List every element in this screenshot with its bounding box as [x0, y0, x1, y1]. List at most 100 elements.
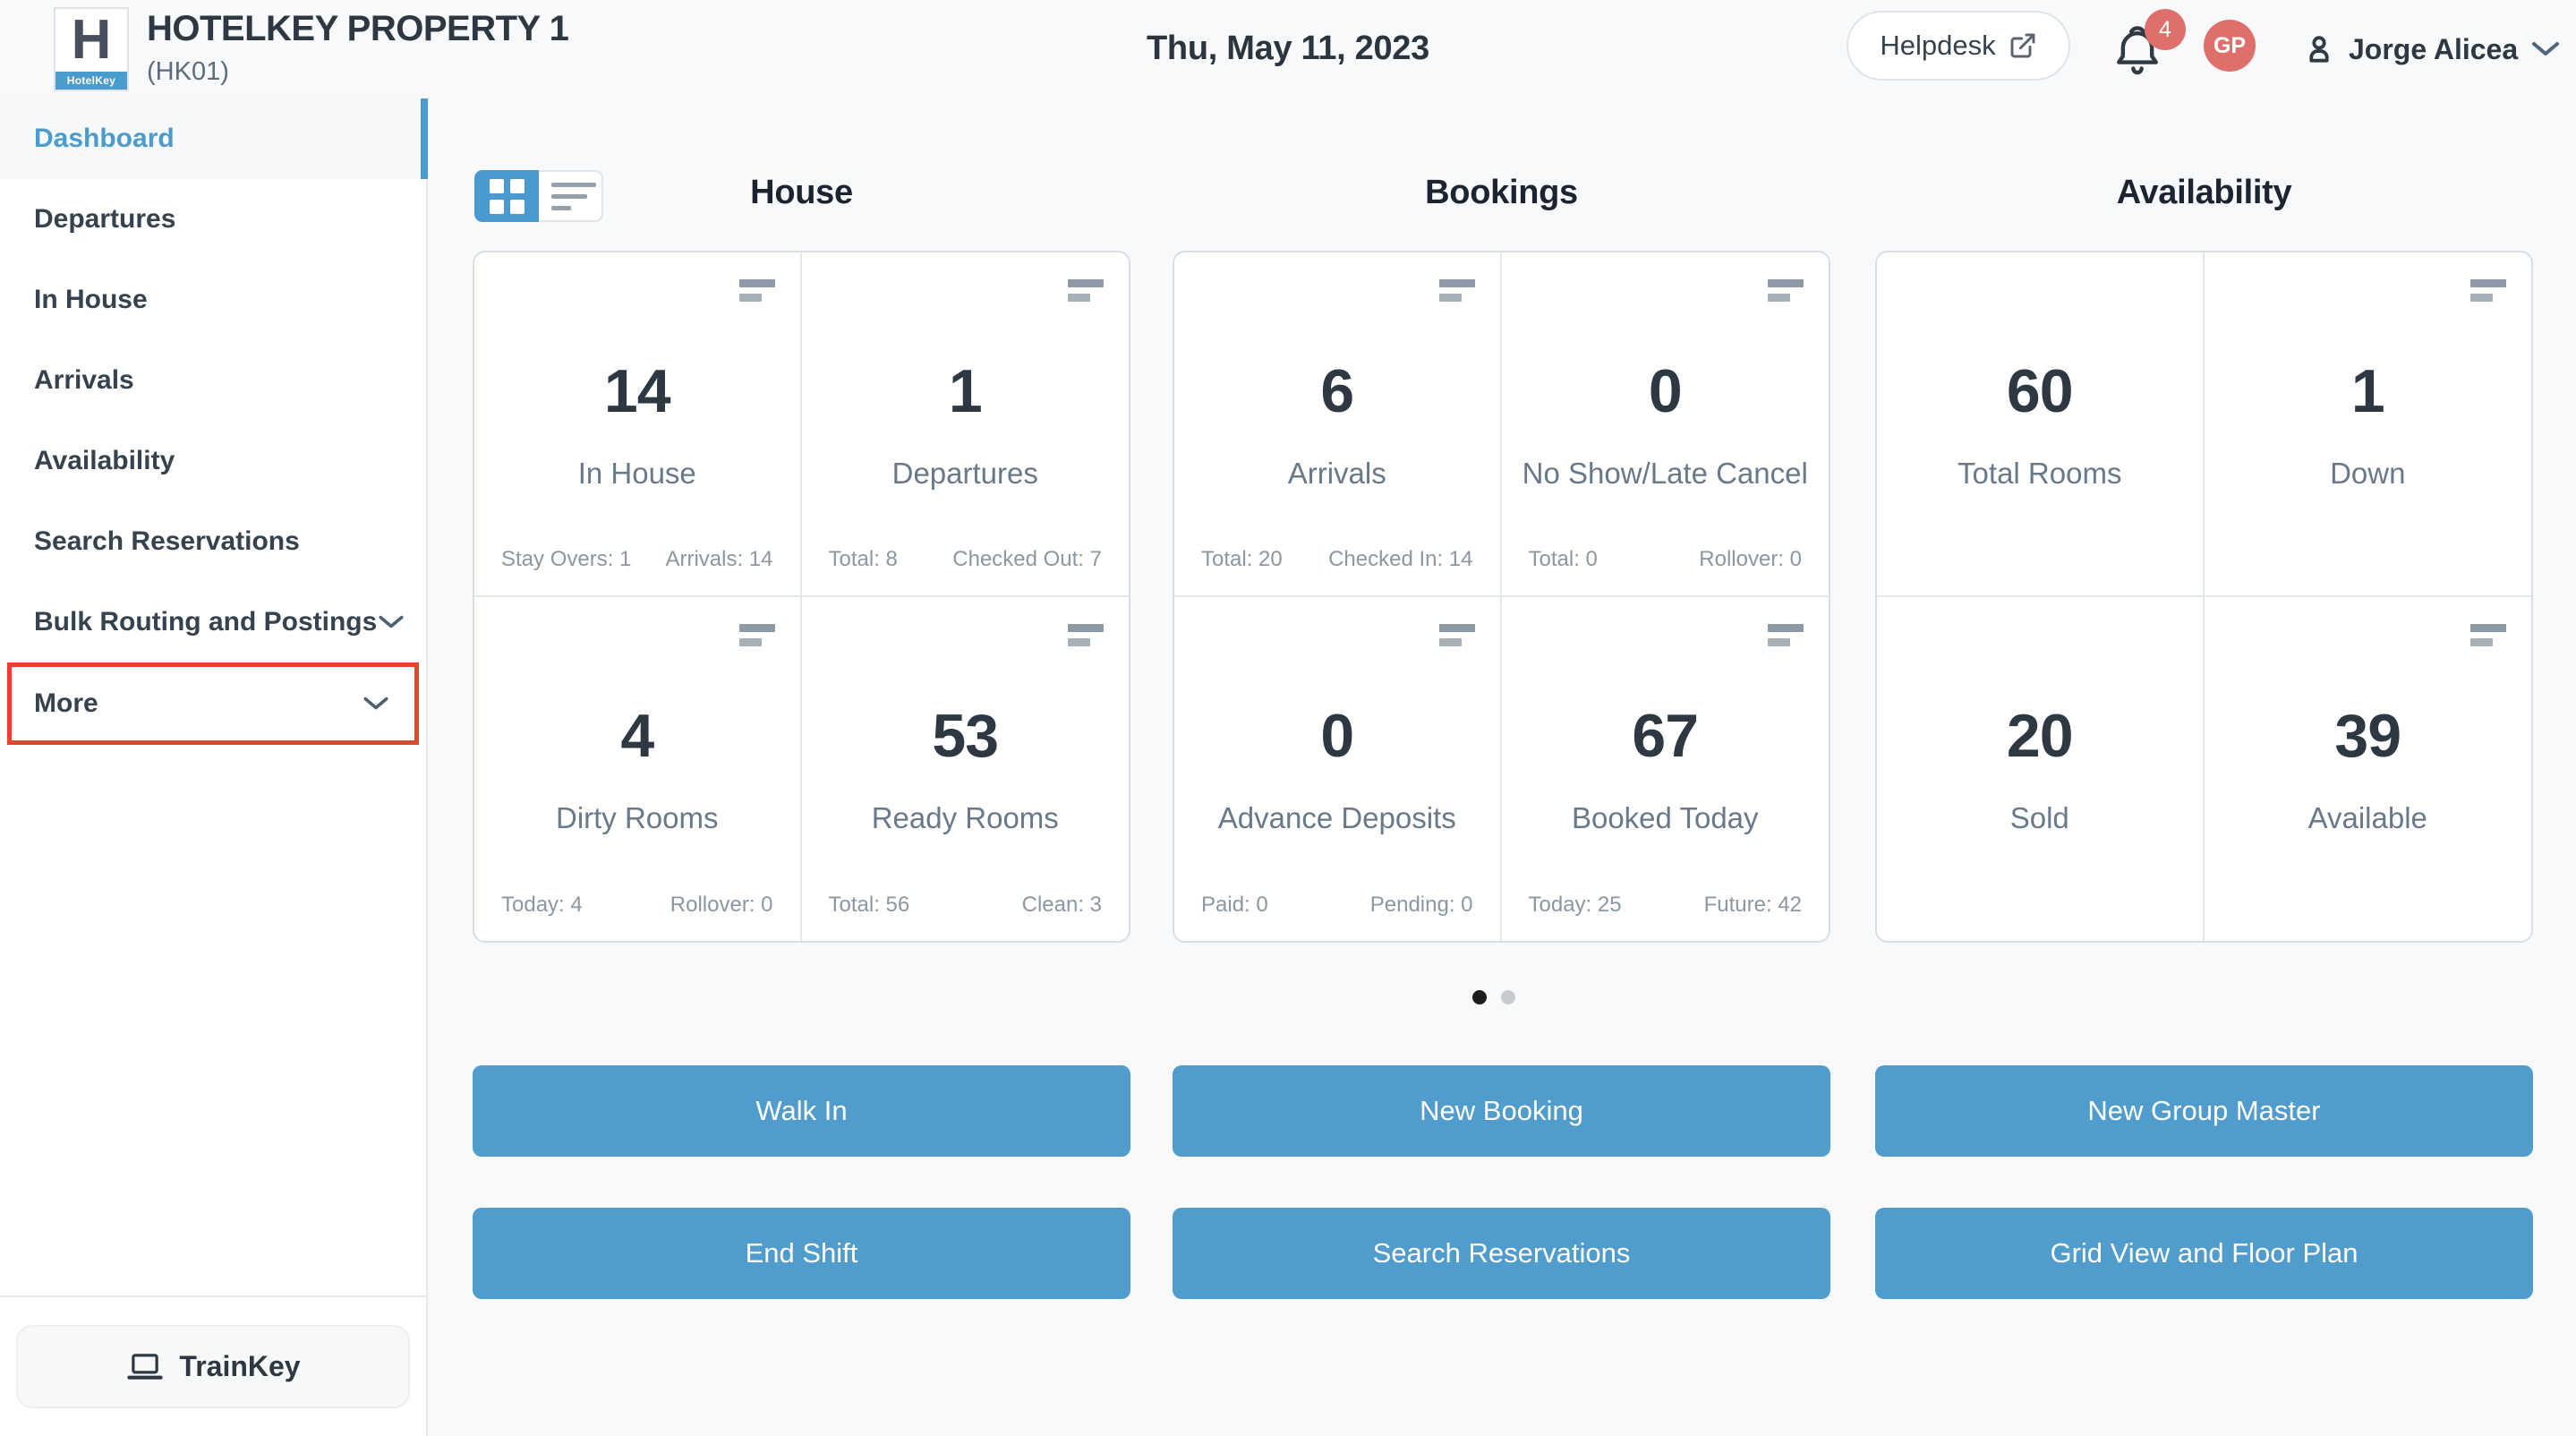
new-booking-button[interactable]: New Booking — [1173, 1065, 1830, 1157]
stat-detail-left: Total: 8 — [828, 546, 898, 571]
stat-detail-left: Today: 25 — [1528, 893, 1622, 917]
stat-label: No Show/Late Cancel — [1522, 457, 1808, 490]
sidebar-item-dashboard[interactable]: Dashboard — [0, 98, 428, 179]
logo-brand-label: HotelKey — [55, 72, 127, 90]
stat-cell-departures[interactable]: 1 Departures Total: 8 Checked Out: 7 — [801, 252, 1129, 597]
stat-cell-sold[interactable]: 20 Sold — [1877, 596, 2205, 941]
stat-cell-no-show-late-cancel[interactable]: 0 No Show/Late Cancel Total: 0 Rollover:… — [1501, 252, 1829, 597]
chevron-down-icon — [377, 614, 405, 630]
sidebar-item-label: Bulk Routing and Postings — [34, 607, 378, 637]
stat-cell-available[interactable]: 39 Available — [2204, 596, 2531, 941]
availability-panel: 60 Total Rooms 1 Down 20 Sold 39 Availab… — [1875, 251, 2533, 943]
stat-detail-left: Total: 56 — [828, 893, 910, 917]
stat-label: Dirty Rooms — [555, 800, 719, 834]
stat-cell-ready-rooms[interactable]: 53 Ready Rooms Total: 56 Clean: 3 — [801, 596, 1129, 941]
logo-letter: H — [71, 9, 112, 71]
sidebar-item-in-house[interactable]: In House — [0, 260, 426, 340]
card-menu-icon[interactable] — [1768, 623, 1804, 646]
stat-cell-booked-today[interactable]: 67 Booked Today Today: 25 Future: 42 — [1501, 596, 1829, 941]
card-menu-icon[interactable] — [1068, 623, 1104, 646]
stat-detail-right: Rollover: 0 — [670, 893, 773, 917]
sidebar-nav: Dashboard Departures In House Arrivals A… — [0, 98, 428, 1436]
card-menu-icon[interactable] — [1068, 279, 1104, 302]
sidebar-item-departures[interactable]: Departures — [0, 179, 426, 260]
chevron-down-icon — [2530, 40, 2561, 58]
stat-detail-right: Rollover: 0 — [1699, 546, 1802, 571]
walk-in-button[interactable]: Walk In — [473, 1065, 1130, 1157]
avatar[interactable]: GP — [2204, 20, 2256, 72]
card-menu-icon[interactable] — [738, 623, 775, 646]
stat-value: 6 — [1320, 357, 1354, 425]
grid-view-toggle[interactable] — [474, 170, 539, 222]
hotelkey-logo[interactable]: H HotelKey — [54, 7, 129, 91]
pagination-dot[interactable] — [1501, 990, 1515, 1004]
sidebar-item-availability[interactable]: Availability — [0, 421, 426, 501]
sidebar-item-label: Departures — [34, 204, 176, 234]
new-group-master-button[interactable]: New Group Master — [1875, 1065, 2533, 1157]
stat-cell-in-house[interactable]: 14 In House Stay Overs: 1 Arrivals: 14 — [474, 252, 802, 597]
section-title-bookings: Bookings — [1425, 174, 1578, 211]
sidebar-item-label: Arrivals — [34, 365, 134, 395]
notification-badge: 4 — [2145, 9, 2186, 50]
grid-view-floor-plan-button[interactable]: Grid View and Floor Plan — [1875, 1208, 2533, 1299]
stat-cell-dirty-rooms[interactable]: 4 Dirty Rooms Today: 4 Rollover: 0 — [474, 596, 802, 941]
card-menu-icon[interactable] — [2470, 623, 2506, 646]
notifications-button[interactable]: 4 — [2112, 9, 2202, 90]
card-menu-icon[interactable] — [1768, 279, 1804, 302]
stat-value: 0 — [1320, 701, 1354, 770]
stat-value: 39 — [2334, 701, 2401, 770]
user-menu[interactable]: Jorge Alicea — [2302, 0, 2561, 98]
stat-value: 1 — [948, 357, 983, 425]
sidebar-item-label: More — [34, 688, 98, 718]
stat-cell-arrivals[interactable]: 6 Arrivals Total: 20 Checked In: 14 — [1174, 252, 1502, 597]
card-menu-icon[interactable] — [1438, 279, 1475, 302]
top-header: H HotelKey HOTELKEY PROPERTY 1 (HK01) Th… — [0, 0, 2576, 98]
stat-detail-right: Checked In: 14 — [1328, 546, 1473, 571]
laptop-icon — [125, 1350, 165, 1384]
stat-label: Down — [2330, 457, 2406, 490]
trainkey-button[interactable]: TrainKey — [16, 1325, 410, 1408]
sidebar-item-arrivals[interactable]: Arrivals — [0, 340, 426, 421]
stat-label: Advance Deposits — [1217, 800, 1456, 834]
sidebar-item-search-reservations[interactable]: Search Reservations — [0, 501, 426, 582]
stat-detail-right: Arrivals: 14 — [665, 546, 773, 571]
stat-value: 53 — [932, 701, 999, 770]
current-date: Thu, May 11, 2023 — [1147, 30, 1429, 67]
stat-value: 20 — [2006, 701, 2074, 770]
end-shift-button[interactable]: End Shift — [473, 1208, 1130, 1299]
pagination-dot-active[interactable] — [1472, 990, 1487, 1004]
stat-cell-down[interactable]: 1 Down — [2204, 252, 2531, 597]
stat-cell-total-rooms[interactable]: 60 Total Rooms — [1877, 252, 2205, 597]
trainkey-label: TrainKey — [179, 1350, 301, 1382]
card-menu-icon[interactable] — [1438, 623, 1475, 646]
person-icon — [2302, 32, 2336, 66]
sidebar-item-bulk-routing-and-postings[interactable]: Bulk Routing and Postings — [0, 582, 426, 662]
house-panel: 14 In House Stay Overs: 1 Arrivals: 14 1… — [473, 251, 1130, 943]
search-reservations-button[interactable]: Search Reservations — [1173, 1208, 1830, 1299]
stat-detail-right: Pending: 0 — [1369, 893, 1473, 917]
stat-value: 0 — [1648, 357, 1683, 425]
stat-detail-right: Checked Out: 7 — [952, 546, 1102, 571]
chevron-down-icon — [362, 696, 390, 712]
stat-detail-right: Future: 42 — [1703, 893, 1802, 917]
card-menu-icon[interactable] — [738, 279, 775, 302]
card-menu-icon[interactable] — [2470, 279, 2506, 302]
grid-icon — [489, 178, 525, 214]
sidebar-item-label: Search Reservations — [34, 526, 300, 556]
stat-cell-advance-deposits[interactable]: 0 Advance Deposits Paid: 0 Pending: 0 — [1174, 596, 1502, 941]
stat-label: In House — [577, 457, 696, 490]
helpdesk-label: Helpdesk — [1880, 30, 1996, 61]
sidebar-item-more[interactable]: More — [7, 662, 419, 745]
helpdesk-button[interactable]: Helpdesk — [1847, 11, 2070, 81]
property-name: HOTELKEY PROPERTY 1 — [147, 9, 569, 48]
stat-detail-left: Total: 0 — [1528, 546, 1598, 571]
stat-label: Sold — [2009, 800, 2069, 834]
stat-value: 67 — [1632, 701, 1699, 770]
stat-label: Booked Today — [1571, 800, 1759, 834]
stat-label: Total Rooms — [1958, 457, 2122, 490]
user-name: Jorge Alicea — [2349, 32, 2519, 65]
stat-detail-left: Today: 4 — [501, 893, 583, 917]
stat-value: 60 — [2006, 357, 2074, 425]
section-title-house: House — [750, 174, 853, 211]
list-view-toggle[interactable] — [539, 170, 603, 222]
